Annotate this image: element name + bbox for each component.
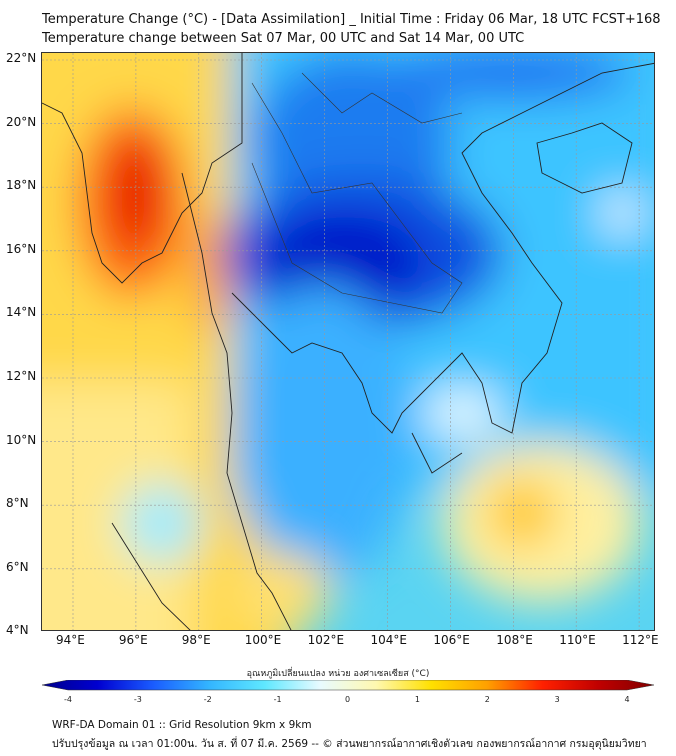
colorbar-tick-label: -3 — [134, 695, 142, 704]
lat-label: 20°N — [6, 114, 37, 129]
colorbar-tick-label: 4 — [624, 695, 629, 704]
lat-label: 22°N — [6, 51, 37, 65]
colorbar-tick-label: 1 — [415, 695, 420, 704]
graticule — [42, 53, 654, 630]
colorbar-tick-label: 2 — [485, 695, 490, 704]
lat-label: 6°N — [6, 559, 29, 574]
lon-label: 104°E — [370, 633, 408, 647]
lon-label: 96°E — [118, 633, 148, 647]
colorbar-tick-label: -1 — [274, 695, 282, 704]
colorbar-tick-label: -2 — [204, 695, 212, 704]
coastlines — [42, 53, 654, 630]
lat-label: 16°N — [6, 241, 37, 256]
temperature-field — [42, 53, 654, 630]
footer-model-info: WRF-DA Domain 01 :: Grid Resolution 9km … — [52, 719, 312, 731]
colorbar-tick-label: -4 — [64, 695, 72, 704]
lon-label: 112°E — [622, 633, 659, 647]
lat-label: 12°N — [6, 369, 37, 383]
colorbar-bar — [42, 680, 655, 691]
lat-label: 18°N — [6, 178, 37, 193]
lon-label: 100°E — [244, 633, 282, 647]
country-borders — [251, 72, 463, 314]
lon-label: 98°E — [181, 633, 211, 647]
lon-label: 102°E — [307, 633, 345, 647]
footer-update-info: ปรับปรุงข้อมูล ณ เวลา 01:00น. วัน ส. ที่… — [52, 738, 647, 750]
colorbar-tick-label: 3 — [555, 695, 560, 704]
lon-label: 94°E — [56, 633, 85, 647]
colorbar: -4 -3 -2 -1 0 1 2 3 4 — [42, 680, 655, 704]
lon-label: 108°E — [496, 633, 533, 647]
lon-label: 110°E — [559, 633, 596, 647]
lat-label: 8°N — [6, 496, 29, 511]
lon-label: 106°E — [433, 633, 470, 647]
lat-label: 14°N — [6, 305, 37, 320]
colorbar-tick-label: 0 — [345, 695, 350, 704]
lat-label: 10°N — [6, 432, 37, 447]
colorbar-title: อุณหภูมิเปลี่ยนแปลง หน่วย องศาเซลเซียส (… — [246, 669, 430, 679]
chart-subtitle: Temperature change between Sat 07 Mar, 0… — [42, 31, 525, 46]
chart-title: Temperature Change (°C) - [Data Assimila… — [42, 12, 661, 27]
temperature-map — [41, 52, 655, 631]
lat-label: 4°N — [6, 623, 29, 638]
